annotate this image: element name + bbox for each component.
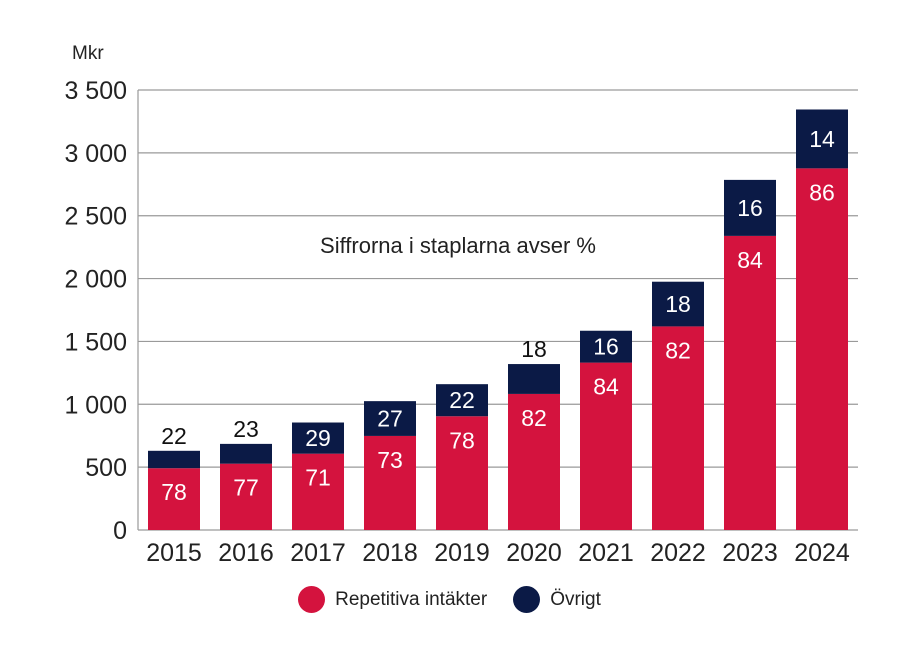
data-label-other: 27 xyxy=(377,406,403,432)
data-label-other: 16 xyxy=(593,334,619,360)
data-label-other: 16 xyxy=(737,195,763,221)
legend-item-repetitive: Repetitiva intäkter xyxy=(298,586,487,613)
bar-segment-other xyxy=(580,330,632,363)
x-tick-label: 2022 xyxy=(650,539,706,567)
data-label-repetitive: 84 xyxy=(593,374,619,400)
legend-label-other: Övrigt xyxy=(550,588,601,610)
y-tick-label: 1 500 xyxy=(64,328,127,356)
bar-segment-repetitive xyxy=(220,463,272,530)
bars: 78 22 77 23 71 29 73 27 78 22 82 18 84 16 82 18 84 16 86 14 xyxy=(148,109,848,531)
y-tick-label: 3 500 xyxy=(64,77,127,105)
y-tick-label: 2 000 xyxy=(64,266,127,294)
bar-segment-repetitive xyxy=(652,326,704,530)
bar-segment-repetitive xyxy=(580,362,632,530)
y-tick-label: 0 xyxy=(113,517,127,545)
chart-note: Siffrorna i staplarna avser % xyxy=(320,233,596,258)
legend-swatch-repetitive xyxy=(298,586,326,613)
x-tick-label: 2019 xyxy=(434,539,490,567)
bar-segment-repetitive xyxy=(364,435,416,530)
y-axis-unit-label: Mkr xyxy=(72,43,104,64)
bar-segment-other xyxy=(364,401,416,436)
x-tick-label: 2018 xyxy=(362,539,418,567)
bar-segment-other xyxy=(652,281,704,327)
data-label-repetitive: 78 xyxy=(161,479,187,505)
y-tick-label: 1 000 xyxy=(64,391,127,419)
x-tick-label: 2015 xyxy=(146,539,202,567)
x-tick-label: 2021 xyxy=(578,539,634,567)
x-tick-label: 2020 xyxy=(506,539,562,567)
legend: Repetitiva intäkter Övrigt xyxy=(0,586,899,613)
bar-segment-other xyxy=(724,179,776,236)
bar-segment-other xyxy=(148,450,200,469)
data-label-other: 18 xyxy=(521,336,547,362)
bar-segment-repetitive xyxy=(796,168,848,530)
data-label-repetitive: 84 xyxy=(737,247,763,273)
y-tick-label: 500 xyxy=(85,454,127,482)
data-label-repetitive: 82 xyxy=(665,337,691,363)
bar-segment-repetitive xyxy=(508,393,560,530)
data-label-repetitive: 78 xyxy=(449,427,475,453)
data-label-other: 22 xyxy=(161,423,187,449)
x-tick-label: 2023 xyxy=(722,539,778,567)
bar-segment-other xyxy=(220,443,272,464)
bar-segment-other xyxy=(796,109,848,169)
bar-segment-other xyxy=(292,422,344,454)
bar-segment-repetitive xyxy=(436,416,488,530)
x-tick-label: 2016 xyxy=(218,539,274,567)
x-axis-ticks: 2015 2016 2017 2018 2019 2020 2021 2022 2023 2024 xyxy=(146,539,850,567)
bar-segment-repetitive xyxy=(148,468,200,530)
data-label-repetitive: 82 xyxy=(521,405,547,431)
data-label-other: 14 xyxy=(809,126,835,152)
y-tick-label: 2 500 xyxy=(64,203,127,231)
data-label-other: 29 xyxy=(305,425,331,451)
legend-label-repetitive: Repetitiva intäkter xyxy=(335,588,488,610)
data-label-repetitive: 73 xyxy=(377,447,403,473)
bar-segment-other xyxy=(508,364,560,394)
bar-segment-repetitive xyxy=(724,235,776,531)
bar-segment-repetitive xyxy=(292,453,344,530)
data-label-repetitive: 71 xyxy=(305,465,331,491)
data-label-repetitive: 77 xyxy=(233,475,259,501)
x-tick-label: 2024 xyxy=(794,539,850,567)
x-tick-label: 2017 xyxy=(290,539,346,567)
data-label-other: 22 xyxy=(449,387,475,413)
legend-item-other: Övrigt xyxy=(513,586,601,613)
y-tick-label: 3 000 xyxy=(64,140,127,168)
y-axis-ticks: 0 500 1 000 1 500 2 000 2 500 3 000 3 500 xyxy=(64,77,127,545)
bar-segment-other xyxy=(436,384,488,417)
data-label-other: 18 xyxy=(665,291,691,317)
legend-swatch-other xyxy=(513,586,541,613)
stacked-bar-chart: Mkr 0 500 1 000 1 500 2 000 2 500 3 000 3 500 7… xyxy=(64,43,858,567)
data-label-repetitive: 86 xyxy=(809,179,835,205)
data-label-other: 23 xyxy=(233,416,259,442)
